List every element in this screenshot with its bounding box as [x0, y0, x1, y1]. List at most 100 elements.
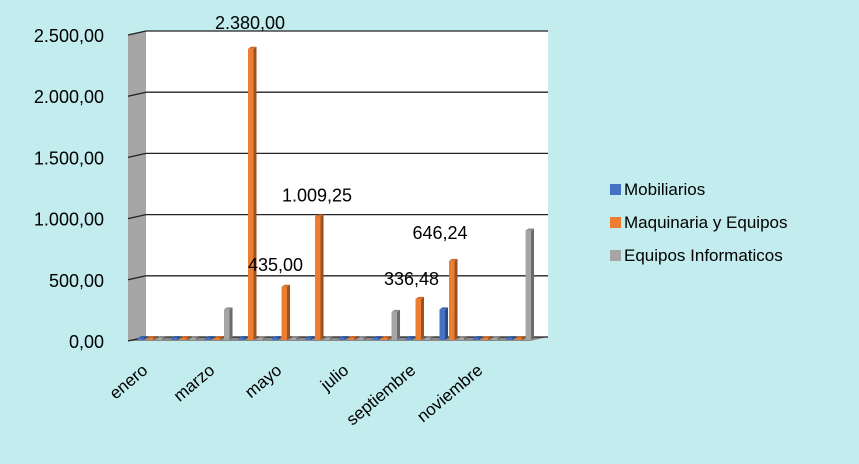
bar	[406, 338, 412, 340]
y-tick-label: 1.000,00	[34, 210, 104, 230]
bar-top	[425, 336, 434, 338]
data-label: 646,24	[412, 223, 467, 243]
bar-top	[205, 336, 214, 338]
legend-swatch	[610, 250, 621, 261]
bar	[171, 338, 178, 340]
bar-side	[311, 336, 315, 340]
bar	[205, 338, 211, 340]
bar	[248, 48, 254, 341]
bar-top	[181, 336, 190, 338]
bar-top	[449, 258, 458, 261]
data-label: 1.009,25	[282, 185, 352, 205]
bar-top	[506, 336, 516, 338]
x-tick-label: enero	[106, 361, 152, 404]
bar	[473, 338, 479, 340]
x-tick-label: septiembre	[343, 361, 420, 430]
bar-top	[492, 336, 501, 338]
bar-side	[196, 336, 200, 340]
bar-side	[244, 336, 248, 340]
legend-swatch	[610, 184, 621, 195]
bar	[415, 298, 422, 340]
bar	[348, 338, 355, 340]
bar-top	[315, 214, 324, 217]
bar-side	[497, 336, 501, 340]
bar-top	[439, 307, 449, 310]
gridline-side	[127, 91, 147, 97]
bar-side	[153, 336, 157, 340]
bar	[439, 309, 446, 340]
bar-side	[512, 336, 516, 340]
bar-top	[382, 336, 391, 338]
bar-side	[177, 336, 181, 340]
y-tick-label: 500,00	[49, 271, 104, 291]
bar-side	[296, 336, 300, 340]
y-axis-ticks: 0,00 500,00 1.000,00 1.500,00 2.000,00 2.500,…	[34, 26, 104, 352]
bar	[190, 338, 197, 340]
bar-top	[281, 284, 291, 287]
bar	[305, 338, 312, 340]
bar	[339, 338, 345, 340]
bar	[449, 260, 455, 340]
y-tick-label: 2.500,00	[34, 26, 104, 46]
bar-top	[482, 336, 492, 338]
bar	[525, 230, 532, 340]
bar-top	[348, 336, 358, 338]
x-tick-label: mayo	[241, 361, 285, 402]
bar-top	[272, 336, 281, 338]
data-label: 2.380,00	[215, 13, 285, 33]
bar-side	[143, 336, 147, 340]
y-tick-label: 2.000,00	[34, 87, 104, 107]
bar-side	[378, 336, 382, 340]
plot-back-wall	[146, 31, 548, 337]
data-label: 435,00	[248, 255, 303, 275]
bar-top	[171, 336, 181, 338]
bar	[324, 338, 331, 340]
bar-top	[516, 336, 525, 338]
bar-top	[147, 336, 157, 338]
y-tick-label: 1.500,00	[34, 148, 104, 168]
bar-side	[488, 336, 492, 340]
x-tick-label: noviembre	[413, 361, 486, 427]
bars	[138, 46, 535, 341]
gridline-side	[127, 275, 147, 281]
bar-top	[257, 336, 267, 338]
bar-side	[531, 228, 535, 340]
bar-side	[454, 258, 458, 340]
bar	[181, 338, 187, 340]
bar	[358, 338, 364, 340]
bar-top	[372, 336, 382, 338]
bar-side	[363, 336, 367, 340]
bar-side	[186, 336, 190, 340]
bar	[458, 338, 465, 340]
bar	[157, 338, 163, 340]
bar-side	[464, 336, 468, 340]
y-tick-label: 0,00	[69, 332, 104, 352]
bar	[482, 338, 489, 340]
bar	[214, 338, 221, 340]
bar-side	[320, 214, 324, 340]
bar-top	[248, 46, 257, 49]
bar	[391, 311, 398, 340]
x-tick-label: marzo	[170, 361, 218, 406]
bar-top	[324, 336, 334, 338]
bar-top	[214, 336, 224, 338]
bar	[272, 338, 278, 340]
bar	[224, 309, 230, 340]
legend-label: Maquinaria y Equipos	[624, 213, 787, 232]
bar-side	[263, 336, 267, 340]
bar-side	[229, 307, 233, 340]
bar	[425, 338, 431, 340]
bar-side	[421, 296, 425, 340]
bar-side	[445, 307, 449, 340]
bar-side	[397, 309, 401, 340]
gridline-side	[127, 213, 147, 220]
gridline-side	[127, 30, 147, 36]
bar	[147, 338, 154, 340]
bar-top	[157, 336, 166, 338]
legend-label: Mobiliarios	[624, 180, 705, 199]
bar-side	[411, 336, 415, 340]
gridline-side	[127, 152, 147, 159]
bar-top	[305, 336, 315, 338]
